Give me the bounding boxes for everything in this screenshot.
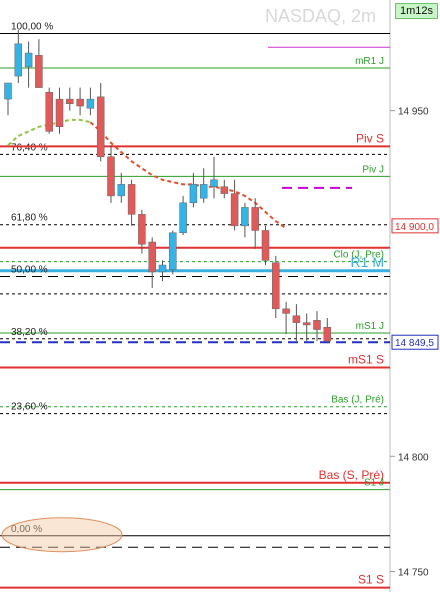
highlight-ellipse: [1, 517, 123, 553]
fib-level-label: 100,00 %: [11, 21, 53, 32]
y-tick-label: 14 950: [398, 107, 429, 118]
fib-level-label: 23,60 %: [11, 402, 48, 413]
candle-body[interactable]: [241, 207, 249, 227]
candle-body[interactable]: [261, 230, 270, 261]
fib-level-label: 0,00 %: [11, 524, 42, 535]
price-marker-box: [391, 334, 439, 350]
pivot-level-label: Clo (J, Pre): [333, 250, 384, 261]
candle-body[interactable]: [4, 82, 12, 100]
candle-body[interactable]: [292, 315, 301, 323]
candle-body[interactable]: [230, 193, 239, 227]
pivot-level-label: Bas (S, Pré): [319, 468, 384, 482]
candle-body[interactable]: [189, 184, 198, 204]
candle-body[interactable]: [179, 202, 187, 234]
candle-body[interactable]: [272, 262, 280, 310]
y-tick-label: 14 750: [398, 567, 429, 578]
candle-body[interactable]: [96, 96, 105, 157]
y-tick-label: 14 800: [398, 452, 429, 463]
pivot-level-label: mR1 J: [355, 56, 384, 67]
candle-body[interactable]: [107, 156, 115, 197]
candle-timer-badge: 1m12s: [394, 3, 438, 19]
pivot-level-label: Piv J: [362, 164, 384, 175]
pivot-level-label: mS1 J: [356, 321, 384, 332]
moving-average-green: [7, 118, 91, 146]
candle-body[interactable]: [14, 43, 23, 77]
candle-body[interactable]: [302, 322, 311, 326]
candle-body[interactable]: [138, 214, 146, 245]
fib-level-label: 50,00 %: [11, 265, 48, 276]
fib-level-label: 38,20 %: [11, 327, 48, 338]
candle-body[interactable]: [282, 308, 290, 314]
candle-body[interactable]: [86, 98, 95, 109]
candle-body[interactable]: [158, 264, 167, 273]
candle-body[interactable]: [66, 98, 74, 104]
pivot-level-label: Bas (J, Pré): [331, 395, 384, 406]
candle-body[interactable]: [220, 186, 229, 194]
price-marker-label: 14 900,0: [395, 222, 434, 233]
pivot-level-label: R1 M: [351, 254, 384, 270]
fib-level-label: 76,40 %: [11, 142, 48, 153]
candle-body[interactable]: [24, 52, 33, 68]
price-marker-box: [391, 218, 439, 234]
moving-average-red: [89, 121, 287, 230]
candle-body[interactable]: [148, 241, 156, 273]
candle-body[interactable]: [76, 98, 84, 107]
pivot-level-label: S1 J: [364, 478, 384, 489]
candle-body[interactable]: [313, 320, 321, 330]
pivot-level-label: Piv S: [356, 131, 384, 145]
candle-body[interactable]: [210, 179, 218, 187]
pivot-level-label: mS1 S: [348, 353, 384, 367]
candle-body[interactable]: [199, 184, 208, 199]
candle-body[interactable]: [55, 98, 64, 128]
candle-body[interactable]: [251, 207, 259, 231]
candle-body[interactable]: [45, 91, 53, 132]
candle-body[interactable]: [117, 184, 126, 197]
fib-level-label: 61,80 %: [11, 213, 48, 224]
candle-body[interactable]: [127, 184, 136, 215]
chart-title: NASDAQ, 2m: [265, 6, 376, 26]
candle-body[interactable]: [169, 232, 177, 270]
price-marker-label: 14 849,5: [395, 338, 434, 349]
candle-body[interactable]: [323, 326, 332, 342]
candle-body[interactable]: [35, 55, 43, 88]
pivot-level-label: S1 S: [358, 573, 384, 587]
